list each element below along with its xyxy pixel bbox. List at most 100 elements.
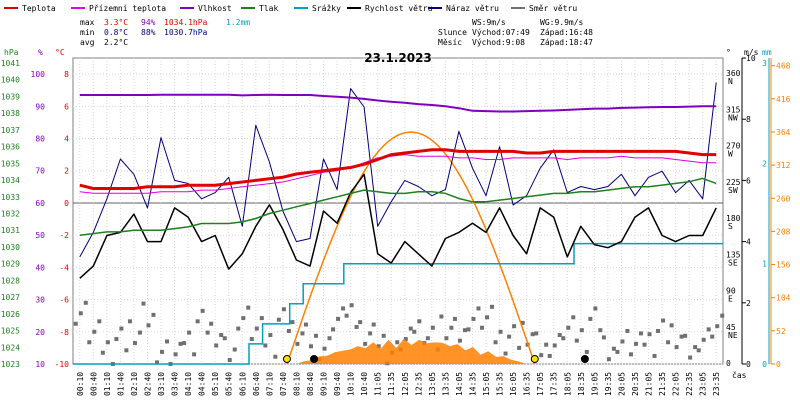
wind-direction-dot: [642, 342, 647, 347]
axis-tick-direction: 135: [726, 250, 741, 259]
stats-min-pressure: 1030.7hPa: [164, 28, 208, 37]
axis-tick-wm2: 312: [776, 161, 791, 170]
wind-direction-dot: [652, 353, 657, 358]
axis-tick-hpa: 1030: [1, 243, 20, 252]
axis-tick-percent: 30: [35, 296, 45, 305]
axis-tick-hpa: 1033: [1, 193, 20, 202]
wind-direction-dot: [412, 329, 417, 334]
wind-direction-dot: [209, 321, 214, 326]
x-tick-label: 10:40: [360, 372, 369, 396]
wind-direction-dot: [539, 353, 544, 358]
wind-direction-dot: [124, 348, 129, 353]
wind-direction-dot: [381, 333, 386, 338]
axis-tick-wm2: 364: [776, 128, 791, 137]
wind-direction-dot: [259, 316, 264, 321]
x-tick-label: 01:10: [103, 372, 112, 396]
axis-tick-hpa: 1038: [1, 109, 20, 118]
wind-direction-dot: [701, 337, 706, 342]
series-line-humidity: [79, 93, 717, 113]
axis-tick-percent: 50: [35, 231, 45, 240]
sun-label: Slunce: [438, 28, 467, 37]
wind-direction-dot: [300, 331, 305, 336]
wind-direction-dot: [195, 319, 200, 324]
legend-label: Srážky: [312, 4, 341, 13]
axis-tick-hpa: 1034: [1, 176, 20, 185]
wind-direction-dot: [638, 331, 643, 336]
series-line-temperature: [79, 148, 717, 190]
wind-direction-dot: [344, 313, 349, 318]
x-tick-label: 21:35: [658, 372, 667, 396]
wind-direction-dot: [246, 305, 251, 310]
stats-max-rain: 1.2mm: [226, 18, 250, 27]
wind-direction-dot: [286, 328, 291, 333]
wind-direction-dot: [480, 325, 485, 330]
wind-direction-dot: [530, 332, 535, 337]
wind-direction-dot: [588, 316, 593, 321]
x-tick-label: 08:10: [292, 372, 301, 396]
axis-tick-percent: 60: [35, 199, 45, 208]
x-tick-label: 05:10: [211, 372, 220, 396]
axis-tick-wm2: 468: [776, 62, 791, 71]
wind-direction-dot: [105, 340, 110, 345]
x-tick-label: 03:10: [157, 372, 166, 396]
wind-direction-dot: [566, 325, 571, 330]
series-line-ground-temperature: [79, 154, 717, 194]
stats-max-humidity: 94%: [141, 18, 156, 27]
wind-direction-dot: [520, 320, 525, 325]
x-tick-label: 19:05: [590, 372, 599, 396]
sunrise-time: Východ:07:49: [472, 28, 530, 37]
axis-tick-celsius: -4: [59, 263, 69, 272]
wind-direction-dot: [87, 340, 92, 345]
wind-direction-dot: [579, 328, 584, 333]
series-line-precipitation: [73, 242, 723, 365]
axis-tick-direction: 180: [726, 214, 741, 223]
axis-tick-hpa: 1039: [1, 92, 20, 101]
wind-direction-dot: [633, 341, 638, 346]
axis-tick-direction-name: S: [728, 222, 733, 231]
wind-direction-dot: [628, 352, 633, 357]
wind-direction-dot: [376, 344, 381, 349]
wind-direction-dot: [466, 327, 471, 332]
axis-tick-direction-name: NE: [728, 331, 738, 340]
wind-direction-dot: [720, 313, 725, 318]
wind-direction-dot: [273, 354, 278, 359]
axis-tick-celsius: 0: [64, 199, 69, 208]
axis-unit-hpa: hPa: [4, 48, 19, 57]
x-tick-label: 00:40: [89, 372, 98, 396]
axis-tick-ms: 0: [746, 360, 751, 369]
wind-direction-dot: [449, 325, 454, 330]
wind-direction-dot: [151, 312, 156, 317]
x-tick-label: 22:05: [672, 372, 681, 396]
wind-direction-dot: [425, 336, 430, 341]
x-tick-label: 07:40: [279, 372, 288, 396]
axis-tick-direction-name: NW: [728, 113, 738, 122]
wind-direction-dot: [444, 336, 449, 341]
wind-direction-dot: [205, 330, 210, 335]
wind-direction-dot: [403, 337, 408, 342]
axis-tick-wm2: 52: [776, 327, 786, 336]
axis-tick-direction-name: W: [728, 150, 733, 159]
axis-tick-direction: 0: [726, 359, 731, 368]
wind-direction-dot: [517, 345, 522, 350]
axis-tick-hpa: 1041: [1, 59, 20, 68]
wind-direction-dot: [647, 332, 652, 337]
legend-label: Teplota: [22, 4, 56, 13]
axis-tick-direction-name: SE: [728, 258, 738, 267]
wind-direction-dot: [674, 345, 679, 350]
axis-tick-hpa: 1037: [1, 126, 20, 135]
x-tick-label: 11:05: [374, 372, 383, 396]
x-tick-label: 16:05: [509, 372, 518, 396]
x-tick-label: 20:05: [617, 372, 626, 396]
x-tick-label: 15:05: [482, 372, 491, 396]
time-axis-label: čas: [732, 370, 747, 380]
axis-tick-percent: 20: [35, 328, 45, 337]
wind-direction-dot: [187, 330, 192, 335]
x-tick-label: 23:05: [699, 372, 708, 396]
wind-direction-dot: [462, 328, 467, 333]
wind-direction-dot: [73, 321, 78, 326]
wind-direction-dot: [593, 306, 598, 311]
wind-direction-dot: [485, 315, 490, 320]
wind-direction-dot: [679, 334, 684, 339]
wind-direction-dot: [490, 304, 495, 309]
